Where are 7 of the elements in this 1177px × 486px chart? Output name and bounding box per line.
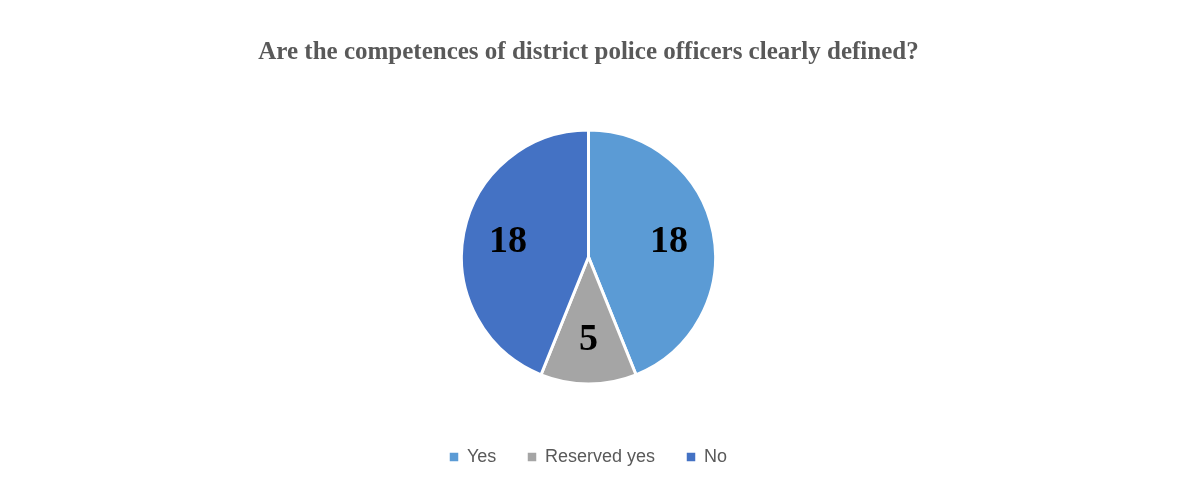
data-label: 18 — [489, 218, 527, 261]
data-label: 18 — [650, 218, 688, 261]
chart-title: Are the competences of district police officers clearly defined? — [258, 37, 919, 64]
legend-label: No — [704, 446, 728, 466]
data-label: 5 — [579, 316, 598, 358]
legend-label: Yes — [467, 446, 497, 466]
legend-label: Reserved yes — [545, 446, 656, 466]
